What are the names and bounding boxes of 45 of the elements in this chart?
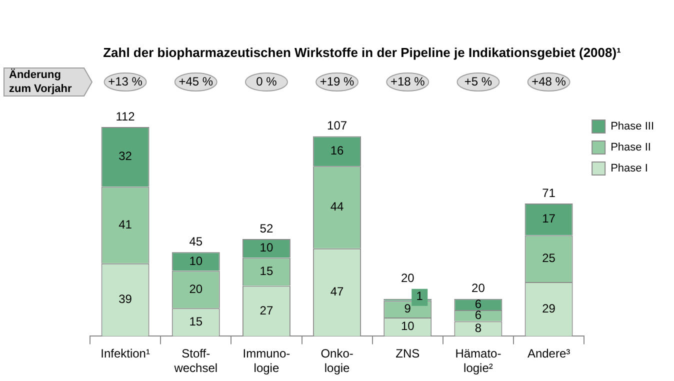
data-label: 1 (416, 289, 424, 304)
x-tick-label: ZNS (396, 346, 420, 361)
legend-label: Phase II (610, 142, 651, 154)
data-label: 9 (404, 301, 412, 316)
total-label: 20 (400, 271, 415, 286)
total-label: 20 (472, 281, 486, 296)
x-tick-label: Stoff- wechsel (173, 346, 218, 376)
data-label: 44 (330, 200, 344, 214)
text: +5 % (464, 74, 492, 88)
data-label: 20 (189, 282, 203, 296)
total-label: 107 (327, 118, 348, 133)
data-label: 8 (474, 321, 482, 336)
x-tick-label: Hämato- logie² (455, 346, 502, 376)
text: +48 % (532, 74, 566, 88)
data-label: 47 (330, 284, 344, 299)
data-label: 10 (260, 240, 274, 255)
x-tick-label: Andere³ (527, 346, 570, 361)
legend-label: Phase I (610, 162, 648, 175)
data-label: 15 (260, 264, 274, 278)
data-label: 10 (400, 319, 415, 334)
data-label: 41 (118, 217, 132, 232)
data-label: 29 (542, 301, 556, 316)
text: +13 % (108, 74, 143, 88)
data-label: 32 (118, 149, 132, 164)
x-tick-label: Infektion¹ (100, 346, 150, 361)
data-label: 15 (189, 314, 203, 328)
text: 0 % (256, 74, 278, 88)
text: +19 % (320, 74, 355, 88)
legend-label: Phase III (610, 120, 654, 133)
x-tick-label: Onko- logie (320, 346, 354, 376)
data-label: 17 (542, 212, 556, 226)
text: +18 % (390, 74, 426, 88)
data-label: 39 (118, 292, 132, 306)
data-label: 10 (189, 254, 203, 268)
data-label: 27 (260, 303, 274, 318)
data-label: 16 (330, 144, 344, 158)
total-label: 52 (260, 221, 274, 236)
total-label: 112 (116, 109, 136, 124)
chart-title: Zahl der biopharmazeutischen Wirkstoffe in der Pipeline je Indikationsgebiet (2008)¹ (102, 44, 622, 62)
total-label: 45 (189, 234, 203, 248)
text: +45 % (178, 74, 214, 88)
text: Änderung zum Vorjahr (9, 68, 72, 96)
total-label: 71 (542, 186, 556, 200)
data-label: 25 (542, 250, 556, 265)
x-tick-label: Immuno- logie (242, 346, 290, 376)
